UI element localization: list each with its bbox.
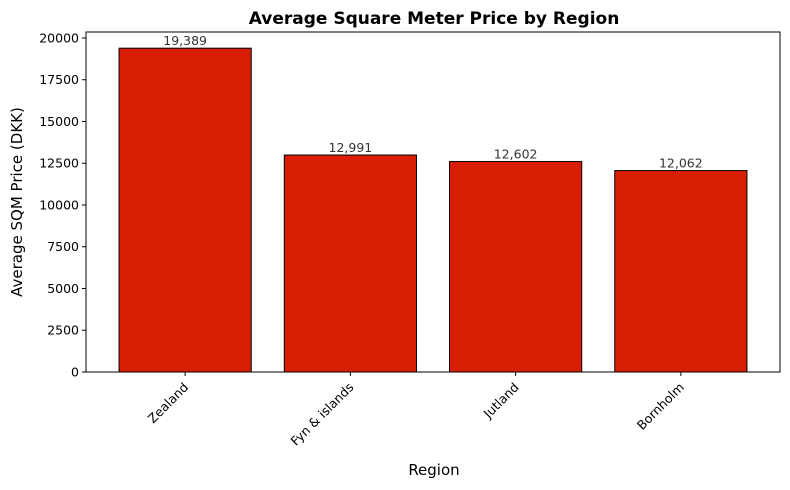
- y-tick-label: 20000: [39, 30, 79, 45]
- y-tick-label: 10000: [39, 197, 79, 212]
- y-tick-label: 17500: [39, 72, 79, 87]
- y-tick-label: 0: [71, 365, 79, 380]
- x-tick-label: Fyn & islands: [288, 380, 357, 449]
- data-label: 12,062: [659, 156, 703, 171]
- x-tick-label: Zealand: [145, 380, 192, 427]
- bar-fyn-islands: [283, 154, 417, 373]
- x-tick-label: Bornholm: [634, 380, 687, 433]
- y-tick-label: 15000: [39, 114, 79, 129]
- x-tick-label: Jutland: [480, 380, 522, 422]
- bar-jutland: [449, 161, 583, 373]
- y-tick-label: 5000: [47, 281, 79, 296]
- bar-zealand: [118, 47, 252, 373]
- bar-bornholm: [614, 170, 748, 373]
- y-tick-label: 7500: [47, 239, 79, 254]
- y-axis-label: Average SQM Price (DKK): [8, 107, 26, 297]
- plot-frame: [85, 31, 781, 373]
- data-label: 12,991: [329, 140, 373, 155]
- y-tick-label: 2500: [47, 323, 79, 338]
- chart-title: Average Square Meter Price by Region: [249, 9, 620, 29]
- bars-group: [118, 47, 748, 373]
- data-label: 12,602: [494, 147, 538, 162]
- data-labels-group: 19,389 12,991 12,602 12,062: [163, 33, 702, 170]
- data-label: 19,389: [163, 33, 207, 48]
- x-axis-ticks: Zealand Fyn & islands Jutland Bornholm: [145, 372, 687, 448]
- y-tick-label: 12500: [39, 156, 79, 171]
- y-axis-ticks: 0 2500 5000 7500 10000 12500 15000 17500 20000: [39, 30, 86, 380]
- x-axis-label: Region: [408, 461, 459, 479]
